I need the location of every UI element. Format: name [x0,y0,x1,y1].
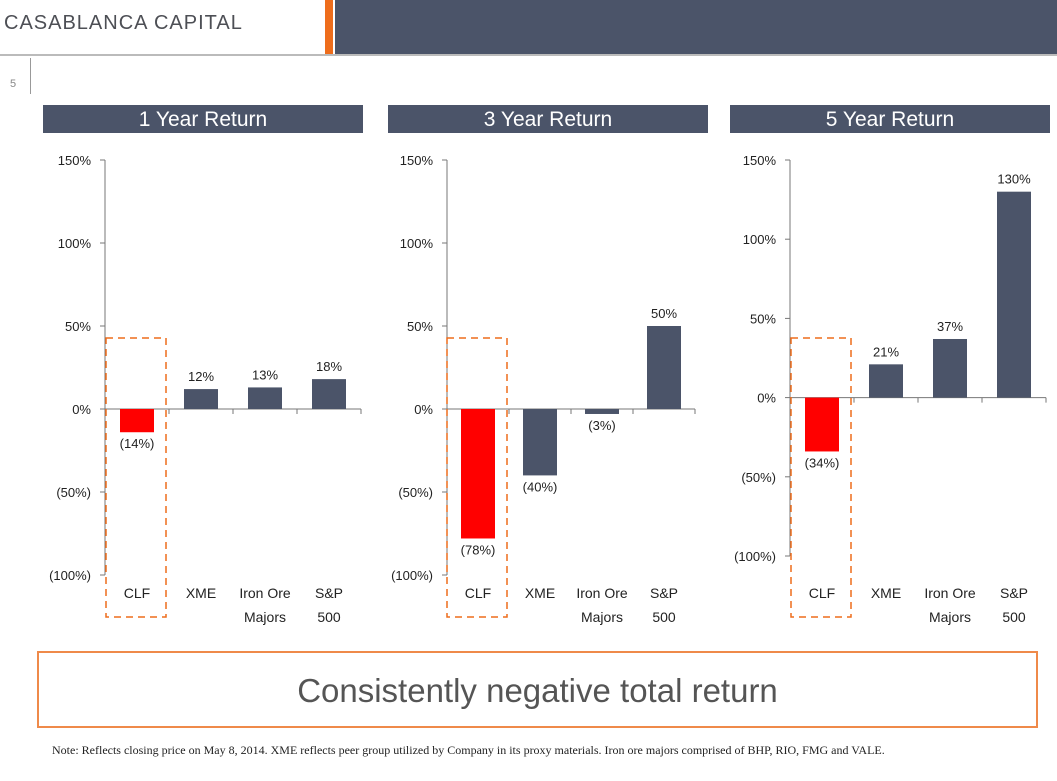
y-tick-label: 100% [743,232,777,247]
data-label: 37% [937,319,963,334]
highlight-box [105,337,167,618]
data-label: (3%) [588,418,615,433]
bar-clf [805,397,839,452]
bar-clf [461,409,495,539]
y-tick-label: 50% [407,319,433,334]
chart-title-5yr: 5 Year Return [730,105,1050,133]
data-label: (40%) [523,479,558,494]
chart-title-3yr: 3 Year Return [388,105,708,133]
header-banner [335,0,1057,54]
data-label: 130% [997,172,1031,187]
bar-xme [184,389,218,409]
bar-xme [523,409,557,476]
y-tick-label: 100% [58,236,92,251]
y-tick-label: 50% [750,311,776,326]
category-label: Majors [244,609,286,625]
category-label: CLF [465,585,491,601]
category-label: S&P [650,585,678,601]
category-label: Majors [581,609,623,625]
header-divider [0,54,1057,56]
y-tick-label: 50% [65,319,91,334]
y-tick-label: 0% [72,402,91,417]
y-tick-label: 0% [757,391,776,406]
category-label: 500 [1002,609,1026,625]
category-label: XME [186,585,216,601]
bar-s-p-500 [997,191,1031,398]
y-tick-label: (50%) [741,470,776,485]
category-label: XME [525,585,555,601]
y-tick-label: 150% [743,153,777,168]
data-label: (34%) [805,455,840,470]
data-label: 13% [252,367,278,382]
category-label: Majors [929,609,971,625]
data-label: 12% [188,369,214,384]
bar-s-p-500 [312,379,346,409]
category-label: Iron Ore [576,585,628,601]
y-tick-label: 150% [400,153,434,168]
footnote: Note: Reflects closing price on May 8, 2… [52,743,885,757]
highlight-box [446,337,508,618]
page-number: 5 [10,78,17,90]
data-label: 18% [316,359,342,374]
highlight-box [790,337,852,618]
header-accent-bar [325,0,333,54]
bar-xme [869,364,903,398]
data-label: (78%) [461,542,496,557]
data-label: 50% [651,306,677,321]
y-tick-label: 100% [400,236,434,251]
category-label: 500 [317,609,341,625]
category-label: CLF [124,585,150,601]
data-label: 21% [873,344,899,359]
page-number-divider [30,58,31,94]
y-tick-label: (100%) [391,568,433,583]
bar-s-p-500 [647,326,681,409]
y-tick-label: 150% [58,153,92,168]
data-label: (14%) [120,436,155,451]
y-tick-label: 0% [414,402,433,417]
y-tick-label: (100%) [734,549,776,564]
bar-iron-ore-majors [585,409,619,414]
y-tick-label: (50%) [398,485,433,500]
chart-title-1yr: 1 Year Return [43,105,363,133]
bar-clf [120,409,154,433]
y-tick-label: (50%) [56,485,91,500]
bar-iron-ore-majors [248,387,282,409]
callout-box: Consistently negative total return [37,651,1038,728]
category-label: S&P [1000,585,1028,601]
category-label: 500 [652,609,676,625]
category-label: Iron Ore [239,585,291,601]
y-tick-label: (100%) [49,568,91,583]
category-label: S&P [315,585,343,601]
category-label: CLF [809,585,835,601]
category-label: XME [871,585,901,601]
bar-iron-ore-majors [933,338,967,398]
category-label: Iron Ore [924,585,976,601]
brand-logo: CASABLANCA CAPITAL [4,12,243,34]
